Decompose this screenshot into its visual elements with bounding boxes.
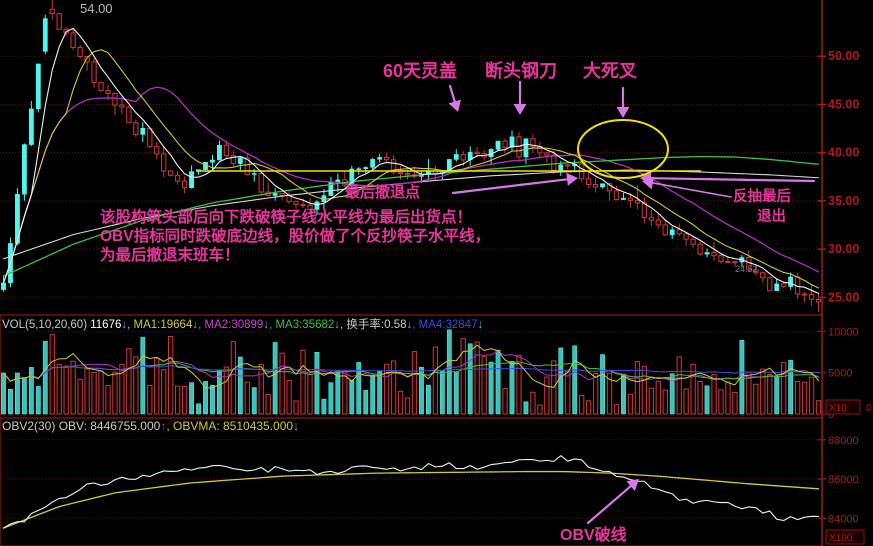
svg-text:X10: X10 [829,403,847,414]
svg-text:10000: 10000 [828,326,859,338]
svg-text:最后撤退点: 最后撤退点 [345,183,420,201]
svg-text:25.00: 25.00 [828,290,859,304]
svg-text:反抽最后: 反抽最后 [733,187,791,205]
svg-text:X100: X100 [829,533,853,544]
svg-text:86000: 86000 [828,474,859,486]
svg-text:断头钢刀: 断头钢刀 [485,60,557,81]
svg-text:24.52: 24.52 [735,264,758,274]
svg-text:84000: 84000 [828,513,859,525]
svg-text:60天灵盖: 60天灵盖 [383,60,457,81]
svg-text:5000: 5000 [828,368,852,380]
svg-text:50.00: 50.00 [828,49,859,63]
svg-text:40.00: 40.00 [828,146,859,160]
svg-text:0: 0 [866,402,872,414]
svg-text:45.00: 45.00 [828,97,859,111]
svg-text:大死叉: 大死叉 [583,60,638,81]
svg-text:54.00: 54.00 [80,1,113,16]
svg-text:OBV破线: OBV破线 [560,525,627,544]
svg-text:退出: 退出 [757,207,786,225]
svg-text:VOL(5,10,20,60) 11676↓, MA1:1: VOL(5,10,20,60) 11676↓, MA1:19664↓, MA2:… [2,317,483,331]
svg-text:88000: 88000 [828,435,859,447]
svg-text:35.00: 35.00 [828,194,859,208]
svg-text:30.00: 30.00 [828,242,859,256]
svg-text:OBV2(30) OBV: 8446755.000↑, O: OBV2(30) OBV: 8446755.000↑, OBVMA: 85104… [2,419,299,433]
